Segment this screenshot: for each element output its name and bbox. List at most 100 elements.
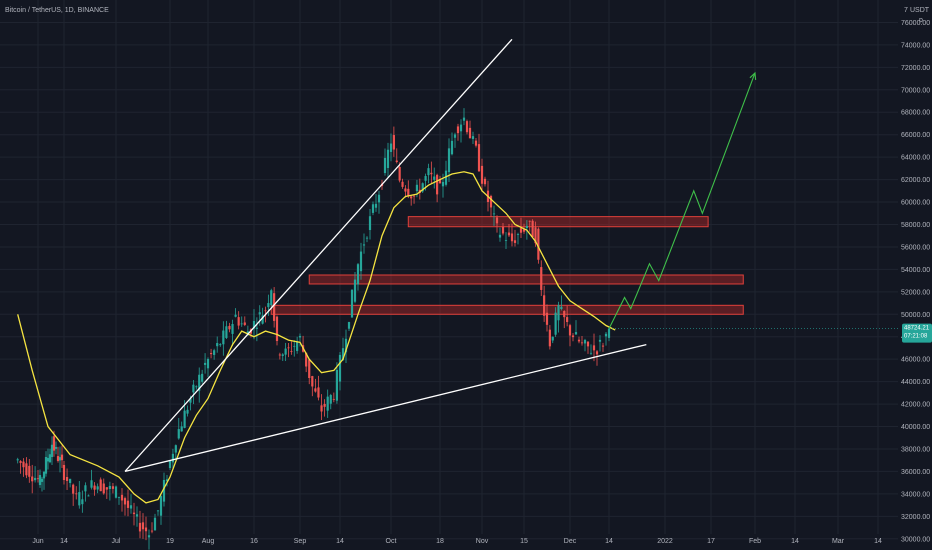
candle-body [519, 227, 523, 233]
candle-body [323, 403, 326, 407]
candle-body [574, 332, 578, 335]
candle-body [203, 362, 207, 365]
candle-body [468, 127, 472, 139]
forecast[interactable] [608, 71, 757, 329]
x-tick-label: Aug [202, 538, 215, 545]
candle-body [531, 220, 534, 238]
x-axis[interactable]: Jun 14 Jul 19 Aug 16 Sep 14 Oct 18 Nov 15 Dec 14 2022 1… [32, 538, 882, 545]
candle-body [450, 140, 454, 155]
candle-body [56, 456, 60, 461]
candle-body [492, 213, 496, 215]
candle-body [314, 388, 317, 392]
candle-body [96, 486, 99, 490]
candle-body [513, 240, 517, 243]
candle-body [273, 293, 276, 321]
y-tick-label: 72000.00 [901, 65, 930, 72]
candle-body [195, 386, 198, 388]
candle-body [180, 426, 183, 432]
candle-body [320, 405, 323, 412]
y-tick-label: 32000.00 [901, 514, 930, 521]
candle-body [534, 227, 537, 244]
candle-body [40, 478, 44, 482]
forecast-path[interactable] [608, 72, 756, 329]
candle-body [516, 234, 520, 235]
candle-body [44, 456, 48, 474]
candle-body [206, 358, 210, 369]
y-tick-label: 34000.00 [901, 491, 930, 498]
y-tick-label: 62000.00 [901, 177, 930, 184]
candle-body [548, 329, 551, 347]
last-price-tag[interactable]: 48724.21 07:21:08 [902, 323, 932, 343]
resistance-zones[interactable] [270, 216, 744, 315]
candle-body [421, 183, 424, 192]
x-tick-label: Oct [386, 538, 397, 545]
candle-body [192, 384, 195, 393]
candle-body [438, 179, 442, 184]
zone-58k[interactable] [407, 216, 709, 228]
candle-body [290, 351, 293, 353]
candle-body [395, 160, 398, 162]
candle-body [69, 478, 72, 483]
candle-body [36, 478, 40, 480]
currency-indicator[interactable]: 7 USDT p [904, 7, 930, 24]
x-tick-label: 2022 [657, 538, 673, 545]
candle-body [350, 289, 354, 318]
candle-body [412, 195, 416, 197]
candle-body [441, 181, 445, 187]
candle-body [42, 471, 46, 479]
x-tick-label: Jul [112, 538, 121, 545]
candle-body [174, 445, 177, 453]
y-tick-label: 58000.00 [901, 222, 930, 229]
candle-body [311, 376, 314, 387]
candle-body [356, 264, 360, 285]
candle-body [219, 344, 222, 346]
zone-50k[interactable] [270, 304, 744, 315]
candle-body [604, 333, 608, 337]
candle-body [60, 454, 64, 461]
x-tick-label: Nov [476, 538, 489, 545]
candle-body [551, 336, 554, 341]
x-tick-label: 14 [336, 538, 344, 545]
candle-body [347, 322, 351, 329]
y-tick-label: 76000.00 [901, 20, 930, 27]
candle-body [58, 457, 62, 461]
candle-body [16, 459, 19, 461]
candle-body [498, 234, 502, 238]
y-tick-label: 38000.00 [901, 446, 930, 453]
candle-body [474, 140, 478, 146]
candle-body [410, 196, 413, 199]
candle-body [275, 316, 279, 341]
candle-body [141, 522, 145, 530]
forecast-arrowhead [749, 71, 757, 80]
candle-body [159, 496, 163, 516]
upper-channel[interactable] [124, 38, 513, 472]
candle-body [374, 203, 378, 208]
candle-body [22, 461, 25, 468]
candle-body [371, 204, 375, 213]
price-tag-background [902, 323, 932, 343]
candle-body [111, 486, 115, 489]
candle-body [62, 464, 66, 481]
candle-body [462, 117, 466, 121]
candle-body [150, 530, 154, 532]
x-tick-label: Sep [294, 538, 307, 545]
trendlines[interactable] [124, 38, 647, 473]
candle-body [237, 317, 240, 326]
zone-53k[interactable] [308, 274, 744, 285]
y-tick-label: 54000.00 [901, 267, 930, 274]
support-line[interactable] [124, 343, 647, 473]
candle-body [489, 195, 493, 208]
candle-body [528, 220, 531, 222]
candle-body [201, 373, 204, 382]
candle-body [583, 339, 587, 344]
candle-body [81, 499, 84, 505]
y-axis[interactable]: 30000.00 32000.00 34000.00 36000.00 38000.00… [901, 20, 930, 543]
candle-body [436, 174, 439, 195]
candle-body [90, 480, 93, 488]
candle-body [540, 267, 543, 290]
candle-body [99, 479, 102, 492]
candle-body [447, 148, 451, 173]
candle-body [554, 312, 557, 335]
